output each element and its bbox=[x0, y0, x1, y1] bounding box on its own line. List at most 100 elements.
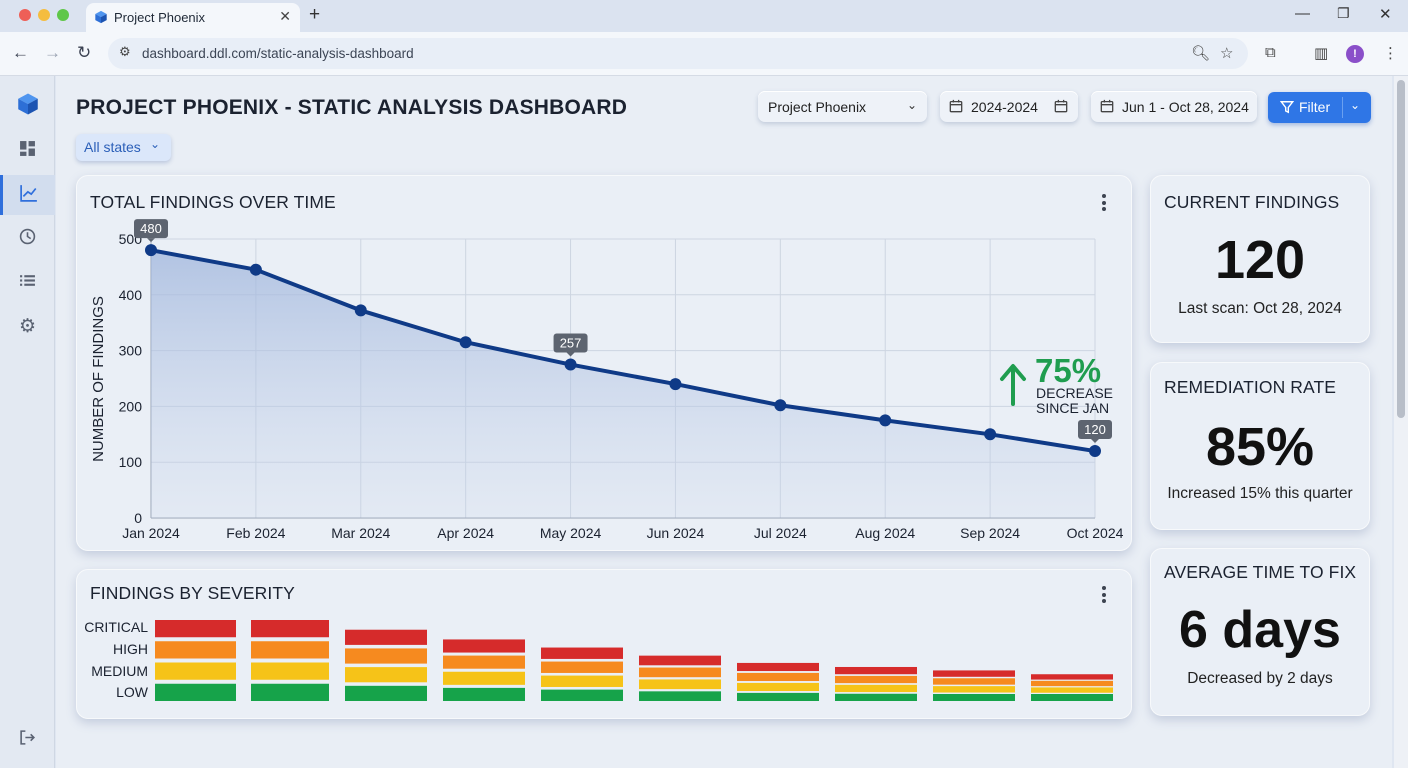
severity-bar-high bbox=[933, 678, 1015, 685]
severity-group[interactable] bbox=[639, 655, 721, 701]
window-close-dot[interactable] bbox=[19, 9, 31, 21]
data-point[interactable] bbox=[669, 378, 682, 391]
address-bar[interactable]: ⚙ dashboard.ddl.com/static-analysis-dash… bbox=[108, 38, 1248, 69]
severity-group[interactable] bbox=[1031, 674, 1113, 701]
average-time-to-fix-title: AVERAGE TIME TO FIX bbox=[1164, 562, 1357, 582]
severity-bar-critical bbox=[155, 620, 236, 638]
profile-avatar[interactable]: ! bbox=[1346, 45, 1364, 63]
filter-dropdown-chevron-icon[interactable]: ⌄ bbox=[1350, 98, 1361, 112]
data-point[interactable] bbox=[354, 304, 367, 317]
severity-group[interactable] bbox=[541, 647, 623, 701]
sidepanel-icon[interactable]: ▥ bbox=[1314, 45, 1329, 62]
severity-label: HIGH bbox=[113, 641, 148, 657]
up-arrow-icon bbox=[1000, 364, 1026, 406]
severity-bar-low bbox=[933, 694, 1015, 701]
sidebar-item-analytics[interactable] bbox=[0, 175, 55, 215]
data-point[interactable] bbox=[249, 263, 262, 276]
data-label-tooltip: 120 bbox=[1078, 420, 1112, 444]
remediation-rate-title: REMEDIATION RATE bbox=[1164, 377, 1337, 397]
browser-tab-bar: Project Phoenix ✕ + — ❐ ✕ bbox=[0, 0, 1408, 32]
menu-dots-icon[interactable]: ⋮ bbox=[1383, 45, 1398, 62]
decrease-callout: 75% DECREASE SINCE JAN bbox=[1000, 352, 1113, 416]
current-findings-card: CURRENT FINDINGS 120 Last scan: Oct 28, … bbox=[1150, 175, 1370, 343]
sidebar-item-list[interactable] bbox=[0, 263, 55, 303]
severity-bar-low bbox=[345, 685, 427, 701]
site-settings-icon[interactable]: ⚙ bbox=[119, 44, 131, 59]
severity-bar-critical bbox=[835, 666, 917, 675]
list-icon bbox=[19, 272, 36, 294]
severity-group[interactable] bbox=[737, 662, 819, 701]
severity-bar-medium bbox=[251, 662, 329, 680]
remediation-rate-card: REMEDIATION RATE 85% Increased 15% this … bbox=[1150, 362, 1370, 530]
current-findings-title: CURRENT FINDINGS bbox=[1164, 192, 1340, 212]
callout-percent: 75% bbox=[1035, 352, 1101, 389]
severity-bar-high bbox=[541, 661, 623, 673]
severity-group[interactable] bbox=[835, 666, 917, 701]
severity-group[interactable] bbox=[251, 620, 329, 701]
data-point[interactable] bbox=[145, 244, 157, 257]
sidebar-item-logout[interactable] bbox=[0, 720, 55, 760]
forward-arrow-icon[interactable]: → bbox=[44, 43, 61, 62]
new-tab-icon[interactable]: + bbox=[309, 4, 321, 25]
severity-bar-critical bbox=[639, 655, 721, 666]
severity-bar-high bbox=[1031, 680, 1113, 687]
url-text[interactable]: dashboard.ddl.com/static-analysis-dashbo… bbox=[142, 46, 414, 61]
extensions-icon[interactable]: ⧉ bbox=[1265, 44, 1276, 61]
data-point[interactable] bbox=[1089, 445, 1101, 458]
severity-bar-low bbox=[639, 691, 721, 701]
sidebar-item-settings[interactable]: ⚙ bbox=[0, 306, 55, 346]
state-filter-chip[interactable]: All states ⌄ bbox=[76, 134, 171, 161]
zoom-icon[interactable]: 🔍︎ bbox=[1191, 45, 1211, 62]
severity-bar-medium bbox=[1031, 687, 1113, 693]
severity-bar-low bbox=[835, 693, 917, 701]
data-point[interactable] bbox=[774, 399, 787, 412]
state-filter-value: All states bbox=[84, 139, 141, 155]
x-tick-label: Jun 2024 bbox=[647, 525, 705, 541]
severity-bar-high bbox=[251, 641, 329, 659]
clock-icon bbox=[19, 228, 36, 250]
filter-button[interactable]: Filter ⌄ bbox=[1268, 92, 1371, 123]
close-window-icon[interactable]: ✕ bbox=[1379, 6, 1392, 23]
severity-bar-high bbox=[639, 667, 721, 678]
data-point[interactable] bbox=[459, 336, 472, 349]
data-point[interactable] bbox=[984, 428, 997, 441]
cube-favicon-icon bbox=[94, 10, 108, 29]
severity-label: MEDIUM bbox=[91, 663, 148, 679]
severity-bar-high bbox=[835, 675, 917, 684]
severity-bar-medium bbox=[155, 662, 236, 680]
reload-icon[interactable]: ↻ bbox=[77, 43, 92, 62]
x-tick-label: Mar 2024 bbox=[331, 525, 390, 541]
project-select[interactable]: Project Phoenix ⌄ bbox=[758, 91, 927, 122]
tab-close-icon[interactable]: ✕ bbox=[279, 8, 291, 24]
card-menu-icon[interactable] bbox=[1102, 586, 1106, 606]
severity-group[interactable] bbox=[345, 629, 427, 701]
minimize-window-icon[interactable]: — bbox=[1295, 5, 1310, 22]
scrollbar[interactable] bbox=[1394, 76, 1408, 768]
restore-window-icon[interactable]: ❐ bbox=[1337, 5, 1350, 21]
severity-bar-medium bbox=[933, 686, 1015, 693]
data-point[interactable] bbox=[879, 414, 892, 427]
card-menu-icon[interactable] bbox=[1102, 194, 1106, 214]
sidebar-item-history[interactable] bbox=[0, 219, 55, 259]
severity-group[interactable] bbox=[443, 639, 525, 701]
year-range-picker[interactable]: 2024-2024 bbox=[940, 91, 1078, 122]
data-point[interactable] bbox=[564, 358, 577, 371]
bookmark-star-icon[interactable]: ☆ bbox=[1220, 45, 1234, 62]
window-minimize-dot[interactable] bbox=[38, 9, 50, 21]
calendar-icon bbox=[1100, 99, 1114, 116]
sidebar-logo[interactable] bbox=[0, 86, 55, 126]
severity-group[interactable] bbox=[155, 620, 236, 701]
window-zoom-dot[interactable] bbox=[57, 9, 69, 21]
back-arrow-icon[interactable]: ← bbox=[12, 43, 29, 62]
current-findings-sub: Last scan: Oct 28, 2024 bbox=[1178, 300, 1342, 317]
severity-bar-low bbox=[737, 692, 819, 701]
browser-tab[interactable]: Project Phoenix ✕ bbox=[86, 3, 300, 32]
severity-group[interactable] bbox=[933, 670, 1015, 701]
callout-line-2: SINCE JAN bbox=[1036, 400, 1109, 416]
severity-bar-high bbox=[737, 672, 819, 682]
gear-icon: ⚙ bbox=[18, 315, 37, 337]
data-label-text: 257 bbox=[560, 336, 582, 351]
scrollbar-thumb[interactable] bbox=[1397, 80, 1405, 418]
sidebar-item-dashboard[interactable] bbox=[0, 131, 55, 171]
date-range-picker[interactable]: Jun 1 - Oct 28, 2024 bbox=[1091, 91, 1257, 122]
